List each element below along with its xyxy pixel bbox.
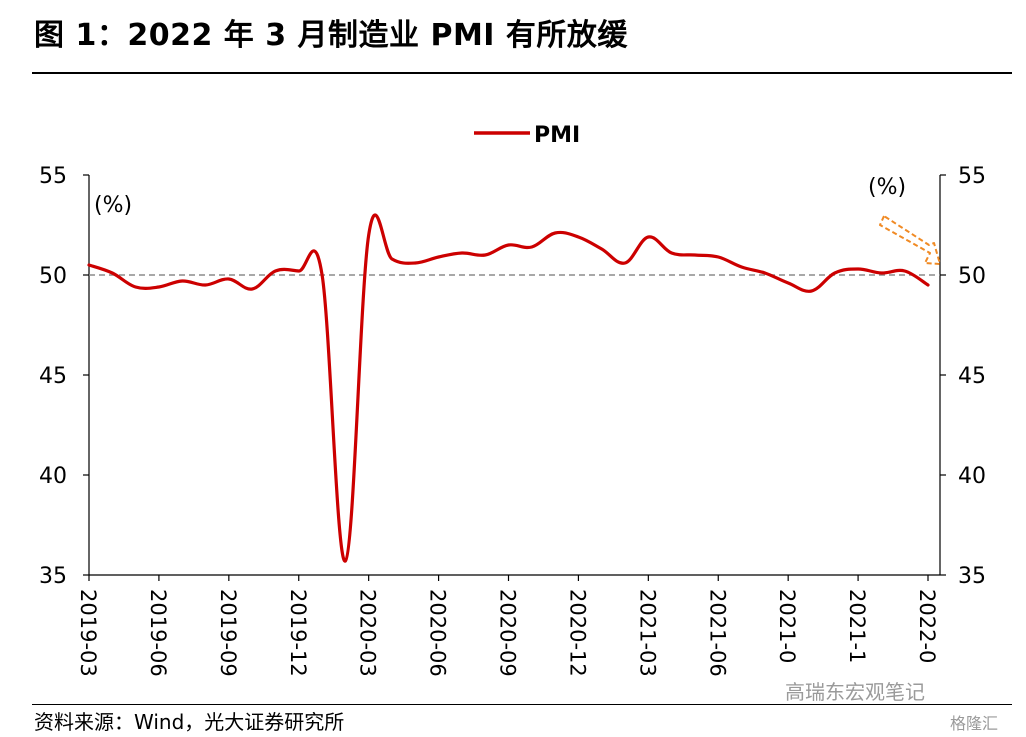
watermark-text: 高瑞东宏观笔记: [785, 680, 925, 704]
watermark-logo-text: 格隆汇: [950, 714, 999, 733]
data-point: [787, 281, 790, 285]
data-point: [717, 255, 720, 259]
data-point: [507, 243, 510, 247]
right-y-tick-label: 40: [958, 464, 986, 489]
data-point: [297, 269, 300, 273]
data-point: [460, 251, 464, 255]
series-layer: [87, 213, 930, 563]
data-point: [903, 269, 906, 273]
data-point: [344, 559, 347, 563]
x-tick-label: 2019-06: [146, 589, 170, 677]
data-point: [134, 285, 137, 289]
source-divider: [32, 704, 1012, 705]
left-y-tick-label: 50: [39, 264, 67, 289]
data-point: [553, 231, 557, 235]
x-tick-label: 2021-06: [705, 589, 729, 677]
right-y-tick-label: 45: [958, 364, 986, 389]
data-point: [856, 267, 860, 271]
left-y-unit: (%): [94, 193, 132, 218]
left-y-tick-label: 35: [39, 564, 67, 589]
data-point: [157, 285, 161, 289]
data-point: [670, 251, 673, 255]
title-divider: [32, 72, 1012, 74]
x-tick-label: 2020-03: [356, 589, 380, 677]
data-point: [763, 271, 767, 275]
left-y-tick-label: 40: [39, 464, 67, 489]
axes-layer: 35 35 40 40 45 45 50 50 55 55 (%) (%) 2019-03 2019-06…: [39, 164, 986, 677]
series-line-pmi: [87, 213, 930, 563]
legend-label-pmi: PMI: [534, 123, 580, 148]
right-y-unit: (%): [868, 175, 906, 200]
data-point: [87, 263, 91, 267]
x-tick-label: 2021-0: [775, 589, 799, 663]
data-point: [390, 257, 394, 261]
data-point: [274, 269, 277, 273]
data-point: [600, 247, 603, 251]
data-point: [647, 235, 650, 239]
down-arrow-icon: [879, 215, 941, 265]
data-point: [740, 265, 743, 269]
page-title: 图 1：2022 年 3 月制造业 PMI 有所放缓: [34, 18, 628, 53]
data-point: [693, 253, 697, 257]
data-point: [577, 235, 580, 239]
x-tick-label: 2019-09: [216, 589, 240, 677]
data-point: [250, 287, 254, 291]
left-y-tick-label: 45: [39, 364, 67, 389]
data-point: [437, 255, 440, 259]
right-y-tick-label: 55: [958, 164, 986, 189]
data-point: [530, 245, 533, 249]
right-y-tick-label: 35: [958, 564, 986, 589]
data-point: [111, 271, 114, 275]
data-point: [880, 271, 883, 275]
data-point: [204, 283, 207, 287]
data-point: [810, 289, 813, 293]
data-point: [926, 283, 930, 287]
data-point: [414, 261, 417, 265]
data-point: [833, 271, 836, 275]
x-tick-label: 2022-0: [915, 589, 939, 663]
data-point: [623, 261, 627, 265]
x-tick-label: 2021-03: [635, 589, 659, 677]
trend-annotation: [879, 215, 941, 265]
source-note: 资料来源：Wind，光大证券研究所: [34, 710, 345, 734]
x-tick-label: 2021-1: [845, 589, 869, 663]
legend: PMI: [474, 123, 580, 148]
x-tick-label: 2020-12: [565, 589, 589, 677]
data-point: [227, 277, 230, 281]
x-tick-label: 2020-06: [426, 589, 450, 677]
left-y-tick-label: 55: [39, 164, 67, 189]
x-tick-label: 2019-03: [76, 589, 100, 677]
x-tick-label: 2019-12: [286, 589, 310, 677]
data-point: [484, 253, 487, 257]
x-tick-label: 2020-09: [496, 589, 520, 677]
right-y-tick-label: 50: [958, 264, 986, 289]
data-point: [367, 233, 370, 237]
data-point: [320, 273, 324, 277]
data-point: [181, 279, 184, 283]
